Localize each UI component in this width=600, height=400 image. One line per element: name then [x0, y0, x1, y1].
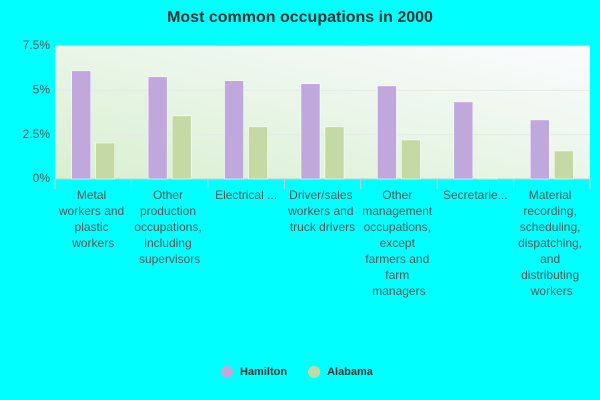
x-tick-label: Electrical ...	[215, 188, 277, 202]
x-tick-label: Other management occupations, except far…	[362, 188, 435, 298]
y-tick-label: 2.5%	[23, 127, 51, 141]
bar	[477, 177, 498, 180]
bar	[171, 115, 192, 180]
chart-title: Most common occupations in 2000	[167, 9, 433, 26]
bar	[71, 70, 91, 180]
y-tick-label: 0%	[33, 171, 51, 185]
bar	[248, 126, 268, 180]
bar	[324, 126, 345, 180]
x-tick-label: Metal workers and plastic workers	[58, 188, 128, 250]
bar	[453, 101, 474, 180]
legend-label: Hamilton	[240, 366, 287, 378]
x-tick-label: Material recording, scheduling, dispatch…	[518, 188, 585, 298]
plot-area	[55, 46, 590, 179]
legend-label: Alabama	[327, 366, 374, 378]
bar	[147, 76, 168, 180]
y-tick-label: 7.5%	[23, 38, 51, 52]
bar	[530, 119, 550, 180]
bar	[95, 142, 115, 180]
legend-marker	[308, 366, 321, 378]
bar	[224, 80, 244, 180]
x-tick-label: Secretarie...	[443, 188, 508, 202]
bar	[300, 83, 321, 180]
x-tick-label: Driver/sales workers and truck drivers	[287, 188, 357, 234]
x-tick-label: Other production occupations, including …	[134, 188, 205, 266]
bar	[401, 139, 421, 180]
y-tick-label: 5%	[33, 83, 51, 97]
legend-marker	[221, 366, 233, 378]
bar	[554, 150, 574, 180]
bar	[377, 85, 397, 180]
